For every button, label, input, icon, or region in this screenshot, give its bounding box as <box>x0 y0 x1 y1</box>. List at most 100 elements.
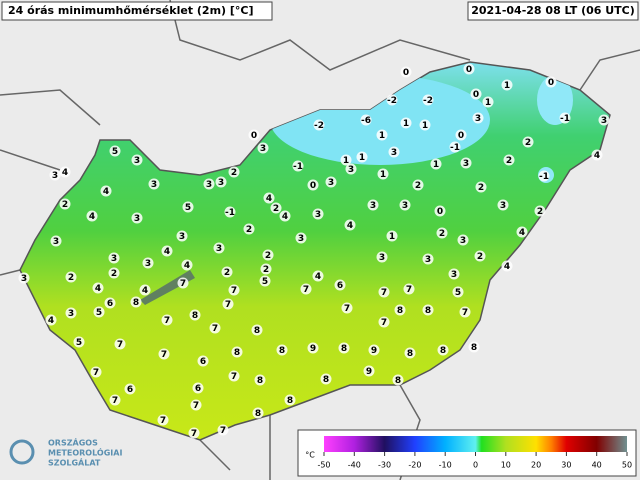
station-value: 8 <box>257 376 263 386</box>
station-dot <box>65 271 77 283</box>
station-dot <box>400 117 412 129</box>
station-value: 2 <box>263 265 269 275</box>
station-dot <box>313 119 325 131</box>
station-value: 0 <box>466 65 472 75</box>
station-dot <box>345 163 357 175</box>
station-value: 3 <box>298 234 304 244</box>
station-value: 8 <box>341 344 347 354</box>
station-value: 7 <box>191 429 197 439</box>
station-dot <box>109 145 121 157</box>
station-value: 2 <box>477 252 483 262</box>
station-dot <box>422 304 434 316</box>
station-value: 7 <box>303 285 309 295</box>
station-value: 0 <box>310 181 316 191</box>
station-value: 3 <box>391 148 397 158</box>
station-dot <box>591 149 603 161</box>
station-value: 9 <box>371 346 377 356</box>
station-value: 8 <box>287 396 293 406</box>
station-dot <box>213 242 225 254</box>
station-value: 4 <box>89 212 95 222</box>
station-dot <box>73 336 85 348</box>
station-value: 7 <box>112 396 118 406</box>
station-dot <box>197 355 209 367</box>
logo-mark <box>9 439 35 465</box>
station-value: 7 <box>180 279 186 289</box>
station-dot <box>392 374 404 386</box>
station-dot <box>340 154 352 166</box>
station-value: 0 <box>403 68 409 78</box>
station-value: 3 <box>379 253 385 263</box>
station-dot <box>482 96 494 108</box>
station-dot <box>307 342 319 354</box>
station-value: 5 <box>112 147 118 157</box>
legend-tick-label: 40 <box>592 461 602 470</box>
station-value: 2 <box>506 156 512 166</box>
station-dot <box>114 338 126 350</box>
legend-tick-label: 20 <box>531 461 541 470</box>
station-value: 3 <box>425 255 431 265</box>
station-value: 9 <box>366 367 372 377</box>
station-dot <box>399 199 411 211</box>
station-value: 3 <box>52 171 58 181</box>
station-value: 0 <box>437 207 443 217</box>
station-dot <box>231 346 243 358</box>
station-dot <box>157 414 169 426</box>
station-dot <box>325 176 337 188</box>
station-dot <box>257 142 269 154</box>
station-value: 6 <box>107 299 113 309</box>
station-value: 2 <box>525 138 531 148</box>
station-dot <box>378 316 390 328</box>
station-dot <box>463 63 475 75</box>
station-value: 7 <box>406 285 412 295</box>
station-value: 4 <box>48 316 54 326</box>
station-dot <box>192 382 204 394</box>
station-dot <box>320 373 332 385</box>
station-value: 7 <box>344 304 350 314</box>
station-dot <box>45 314 57 326</box>
station-value: 1 <box>389 232 395 242</box>
station-dot <box>189 309 201 321</box>
station-value: 4 <box>347 221 353 231</box>
station-dot <box>598 114 610 126</box>
legend-tick-label: 0 <box>473 461 478 470</box>
station-value: 1 <box>422 121 428 131</box>
station-dot <box>334 279 346 291</box>
station-dot <box>276 344 288 356</box>
station-value: 3 <box>463 159 469 169</box>
station-value: 8 <box>255 409 261 419</box>
station-dot <box>436 227 448 239</box>
station-value: 2 <box>537 207 543 217</box>
station-dot <box>344 219 356 231</box>
station-value: 5 <box>96 308 102 318</box>
title-box <box>1 1 273 21</box>
station-value: 3 <box>206 180 212 190</box>
station-dot <box>538 170 550 182</box>
station-dot <box>90 366 102 378</box>
station-value: 1 <box>504 81 510 91</box>
station-dot <box>516 226 528 238</box>
station-value: 3 <box>218 178 224 188</box>
station-dot <box>50 235 62 247</box>
station-value: -1 <box>539 172 549 182</box>
station-value: 2 <box>62 200 68 210</box>
station-value: 3 <box>601 116 607 126</box>
station-value: 5 <box>76 338 82 348</box>
station-value: 3 <box>134 156 140 166</box>
station-dot <box>501 79 513 91</box>
station-value: 6 <box>200 357 206 367</box>
station-dot <box>182 201 194 213</box>
station-value: 3 <box>402 201 408 211</box>
station-value: 3 <box>451 270 457 280</box>
station-dot <box>503 154 515 166</box>
station-dot <box>400 66 412 78</box>
station-dot <box>130 296 142 308</box>
station-value: -2 <box>387 96 397 106</box>
station-value: 3 <box>315 210 321 220</box>
time-box <box>467 1 639 21</box>
station-dot <box>470 88 482 100</box>
station-dot <box>356 151 368 163</box>
station-dot <box>522 136 534 148</box>
station-dot <box>228 370 240 382</box>
station-dot <box>452 286 464 298</box>
station-dot <box>222 298 234 310</box>
